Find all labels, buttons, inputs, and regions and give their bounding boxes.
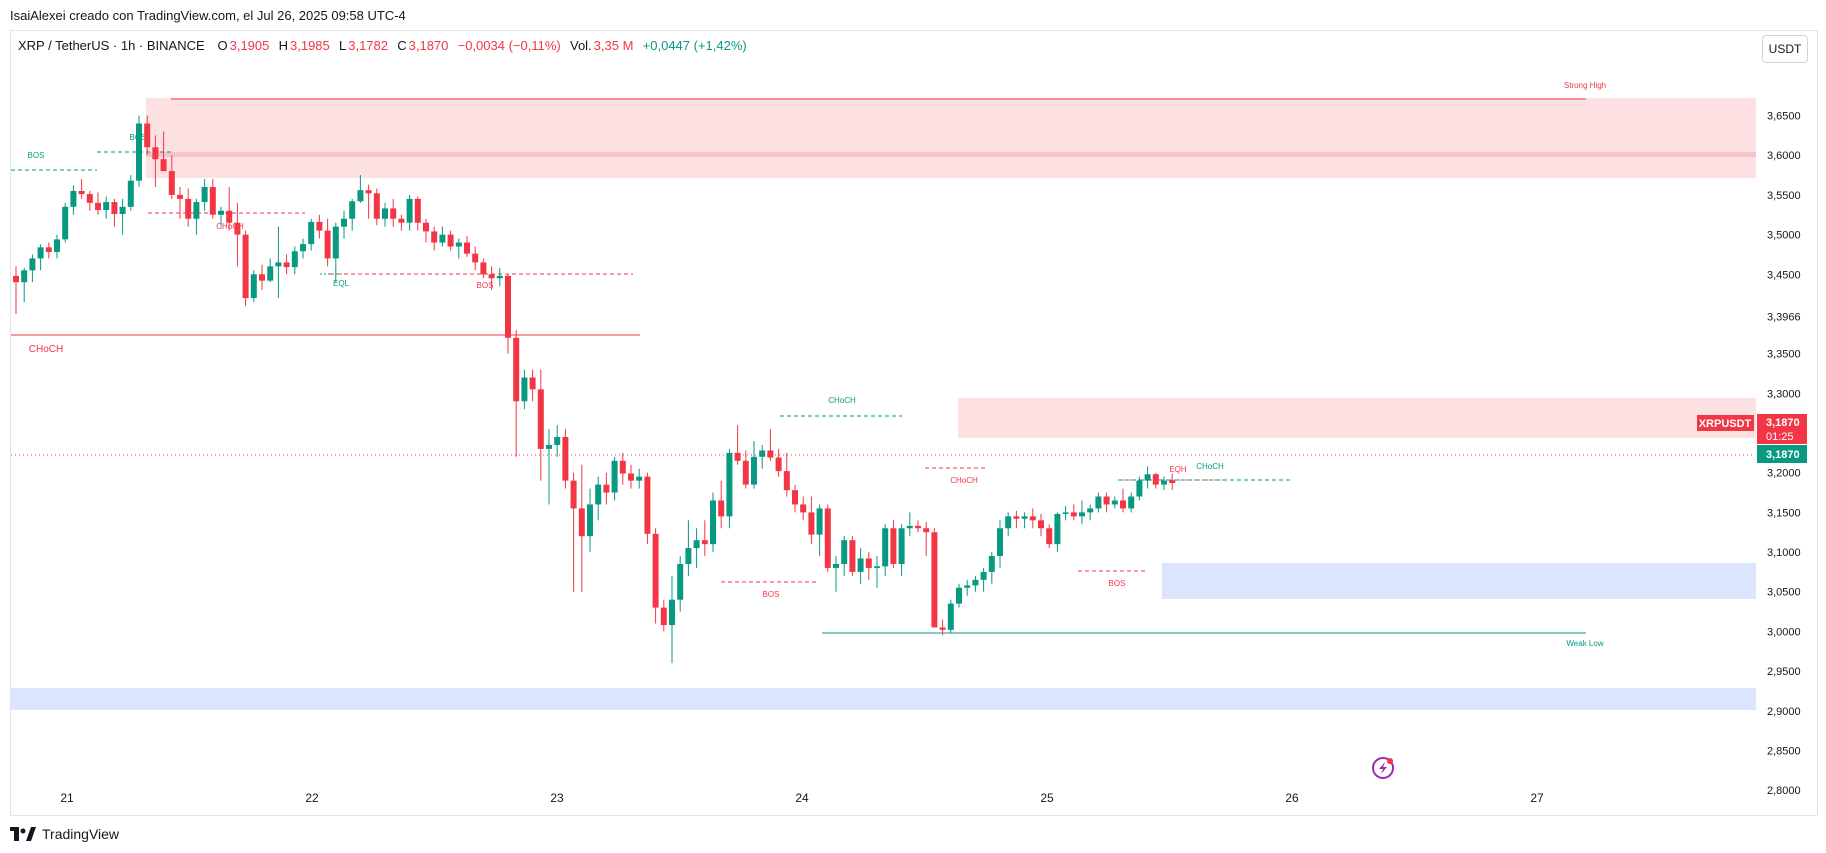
close-label: C (397, 38, 407, 53)
low-label: L (339, 38, 347, 53)
close-value: 3,1870 (408, 38, 449, 53)
volume-change: +0,0447 (+1,42%) (642, 38, 747, 53)
chart-frame[interactable] (10, 30, 1818, 816)
open-label: O (217, 38, 228, 53)
volume-value: 3,35 M (593, 38, 634, 53)
footer-brand[interactable]: TradingView (10, 826, 119, 842)
high-label: H (278, 38, 288, 53)
low-value: 3,1782 (348, 38, 388, 53)
price-change: −0,0034 (−0,11%) (457, 38, 561, 53)
currency-button[interactable]: USDT (1762, 35, 1808, 63)
volume-label: Vol. (569, 38, 592, 53)
high-value: 3,1985 (290, 38, 330, 53)
brand-name: TradingView (42, 826, 120, 842)
symbol-name[interactable]: XRP / TetherUS · 1h · BINANCE (18, 38, 205, 53)
open-value: 3,1905 (229, 38, 270, 53)
tradingview-logo-icon (10, 827, 36, 841)
chart-snapshot-caption: IsaiAlexei creado con TradingView.com, e… (10, 8, 406, 23)
